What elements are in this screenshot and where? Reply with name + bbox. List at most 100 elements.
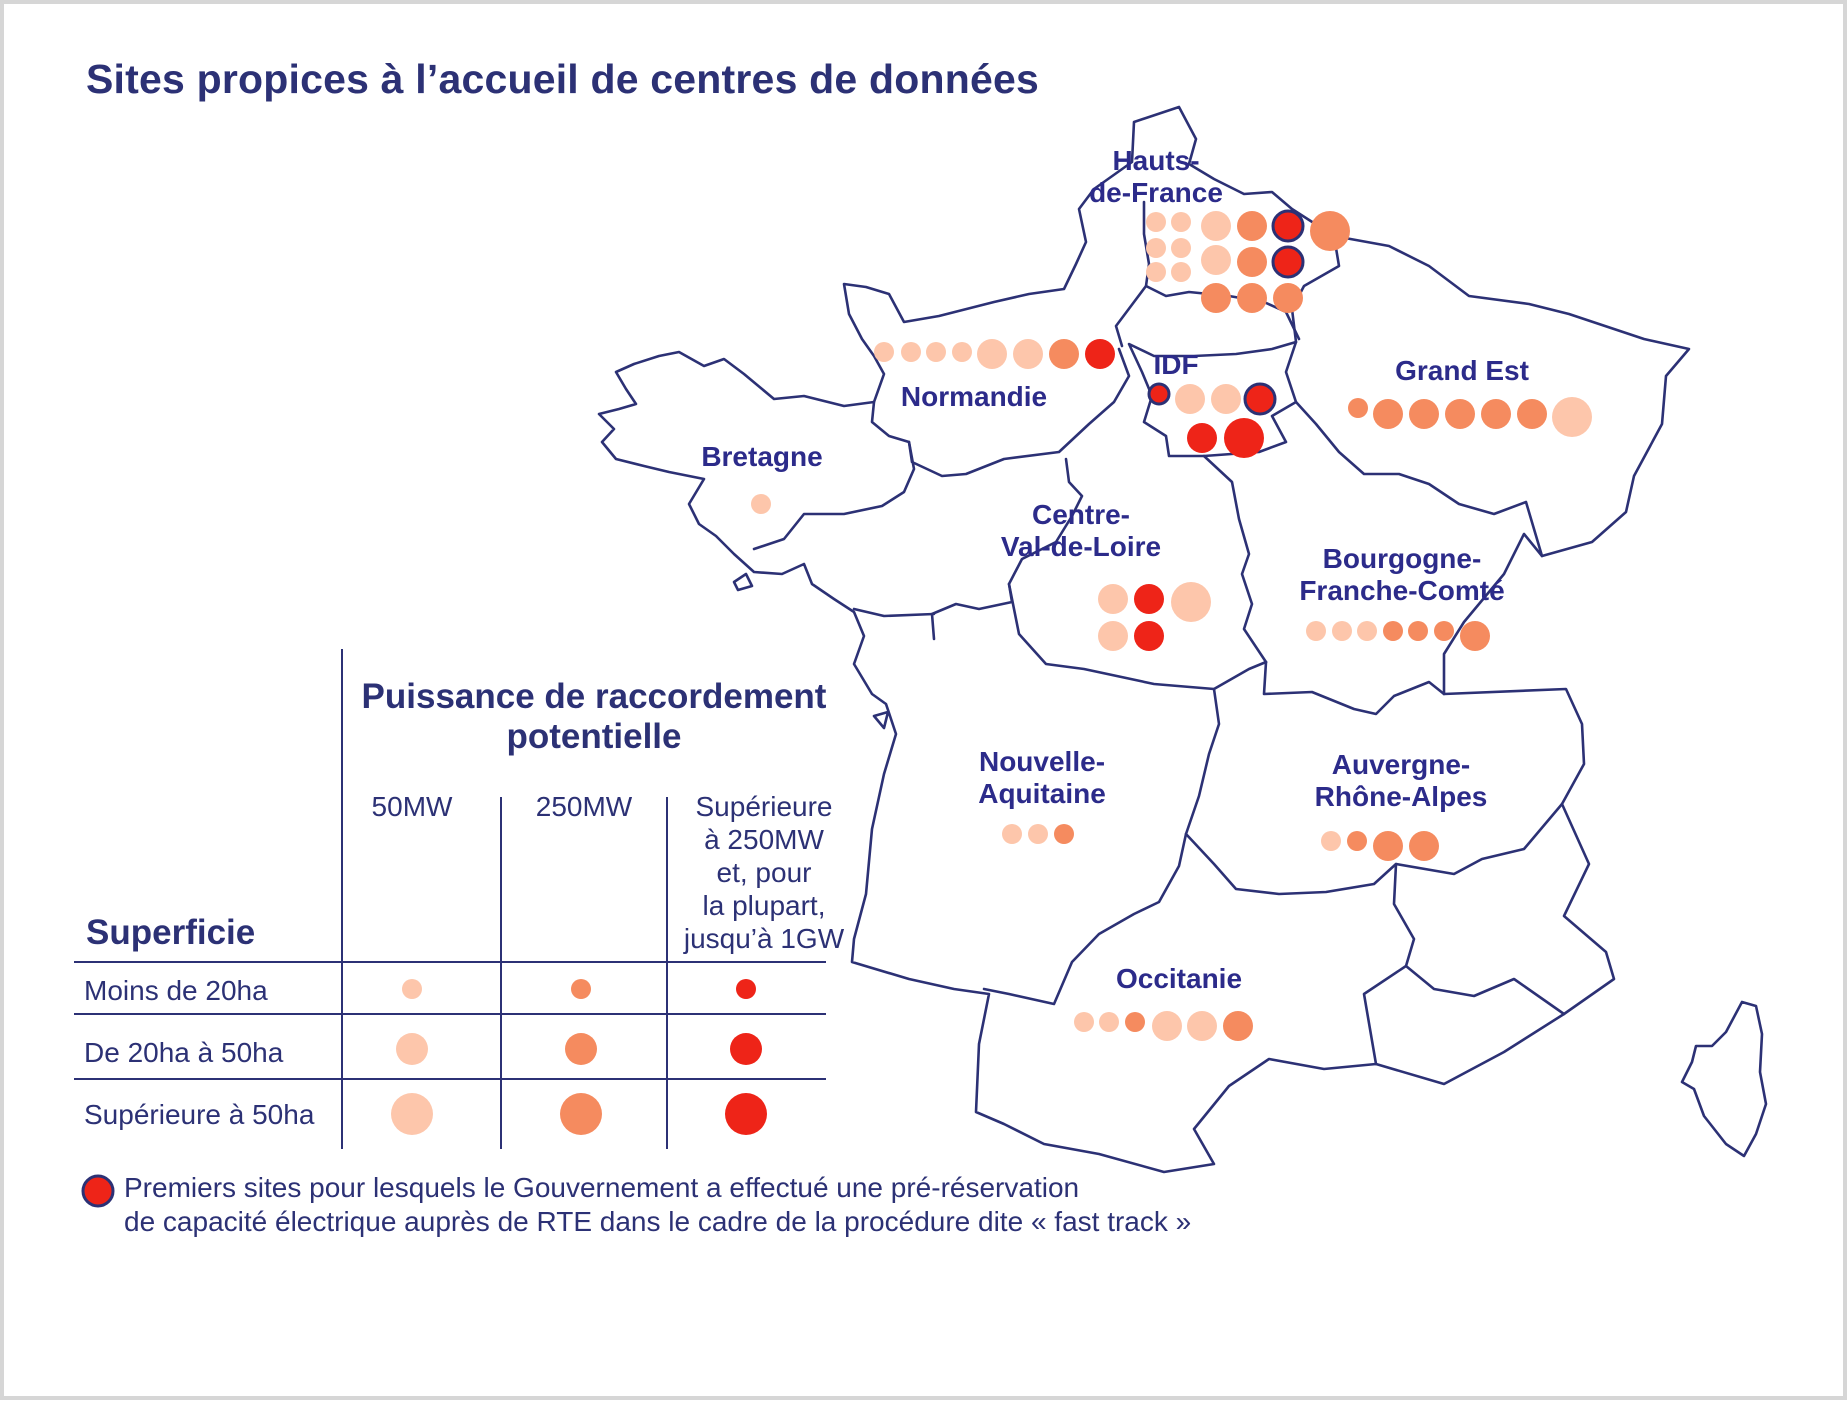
border-pdl-centre: [930, 457, 1084, 641]
site-marker: [1002, 824, 1022, 844]
site-marker: [901, 342, 921, 362]
site-marker: [1152, 1011, 1182, 1041]
site-marker: [977, 339, 1007, 369]
france-outline: [597, 105, 1691, 1174]
site-marker: [1171, 238, 1191, 258]
legend-area-row-label: De 20ha à 50ha: [84, 1037, 284, 1068]
legend-swatch: [560, 1093, 602, 1135]
site-marker: [1201, 245, 1231, 275]
region-label-hauts-de-france: de-France: [1089, 177, 1223, 208]
site-marker: [1134, 621, 1164, 651]
site-marker: [1074, 1012, 1094, 1032]
fast-track-site-marker: [1271, 209, 1305, 243]
border-hdf-normandie: [1114, 200, 1151, 348]
fast-track-site-marker: [1147, 382, 1171, 406]
fast-track-site-marker: [1271, 245, 1305, 279]
site-marker: [1460, 621, 1490, 651]
legend-swatch: [736, 979, 756, 999]
site-marker: [1085, 339, 1115, 369]
island-outline: [732, 572, 754, 592]
site-marker: [1013, 339, 1043, 369]
legend-power-column-label: Supérieure: [696, 791, 833, 822]
legend-swatch: [571, 979, 591, 999]
region-label-idf: IDF: [1153, 349, 1198, 380]
legend-power-column-label: 250MW: [536, 791, 633, 822]
border-hdf-grandest: [1290, 234, 1341, 344]
legend-power-heading-line: potentielle: [506, 717, 681, 756]
fast-track-note-line: Premiers sites pour lesquels le Gouverne…: [124, 1172, 1080, 1203]
site-marker: [1125, 1012, 1145, 1032]
site-marker: [1171, 212, 1191, 232]
site-marker: [1146, 262, 1166, 282]
region-label-normandie: Normandie: [901, 381, 1047, 412]
legend-table: Puissance de raccordement potentielle 50M…: [74, 649, 845, 1208]
region-label-hauts-de-france: Hauts-: [1112, 145, 1199, 176]
site-marker: [1028, 824, 1048, 844]
corsica-outline: [1680, 1000, 1768, 1158]
legend-power-column-label: la plupart,: [703, 890, 826, 921]
site-marker: [751, 494, 771, 514]
site-marker: [1373, 831, 1403, 861]
site-marker: [1552, 397, 1592, 437]
legend-power-column-label: jusqu’à 1GW: [683, 923, 845, 954]
site-marker: [1373, 399, 1403, 429]
border-centre-east: [1202, 454, 1268, 664]
site-marker: [1187, 1011, 1217, 1041]
site-marker: [1211, 384, 1241, 414]
site-marker: [1306, 621, 1326, 641]
region-label-grand-est: Grand Est: [1395, 355, 1529, 386]
site-marker: [1134, 584, 1164, 614]
site-marker: [1409, 399, 1439, 429]
site-marker: [1434, 621, 1454, 641]
site-marker: [1383, 621, 1403, 641]
site-marker: [1054, 824, 1074, 844]
site-marker: [1445, 399, 1475, 429]
site-marker: [952, 342, 972, 362]
legend-power-column-label: 50MW: [372, 791, 453, 822]
legend-power-column-label: à 250MW: [704, 824, 824, 855]
legend-area-row-label: Moins de 20ha: [84, 975, 268, 1006]
region-label-occitanie: Occitanie: [1116, 963, 1242, 994]
island-outline: [872, 710, 890, 730]
site-marker: [1098, 621, 1128, 651]
site-marker: [1099, 1012, 1119, 1032]
site-marker: [1049, 339, 1079, 369]
site-marker: [1332, 621, 1352, 641]
border-normandie-bretagne: [870, 347, 1131, 478]
legend-swatch: [391, 1093, 433, 1135]
legend-area-heading: Superficie: [86, 913, 255, 952]
region-label-centre-val-de-loire: Centre-: [1032, 499, 1130, 530]
site-marker: [1187, 423, 1217, 453]
fast-track-note-line: de capacité électrique auprès de RTE dan…: [124, 1206, 1192, 1237]
site-marker: [1237, 283, 1267, 313]
site-marker: [1237, 211, 1267, 241]
border-centre-south: [1007, 582, 1268, 691]
region-label-nouvelle-aquitaine: Aquitaine: [978, 778, 1106, 809]
site-marker: [1098, 584, 1128, 614]
region-label-centre-val-de-loire: Val-de-Loire: [1001, 531, 1161, 562]
site-marker: [1310, 211, 1350, 251]
fast-track-legend-marker: [81, 1174, 115, 1208]
border-bretagne-pdl: [752, 440, 916, 551]
border-grandest-bfc: [1294, 400, 1544, 558]
site-marker: [1357, 621, 1377, 641]
site-marker: [1408, 621, 1428, 641]
site-marker: [1321, 831, 1341, 851]
site-marker: [1201, 283, 1231, 313]
legend-swatch: [730, 1033, 762, 1065]
border-ara-occitanie: [1184, 802, 1564, 896]
site-marker: [1517, 399, 1547, 429]
fast-track-site-marker: [1243, 382, 1277, 416]
border-pdl-aquitaine: [852, 607, 936, 618]
site-marker: [1171, 262, 1191, 282]
site-marker: [926, 342, 946, 362]
site-marker: [1348, 398, 1368, 418]
site-marker: [1223, 1011, 1253, 1041]
border-aquitaine-east: [982, 687, 1221, 1006]
fast-track-note: Premiers sites pour lesquels le Gouverne…: [124, 1171, 1191, 1239]
region-label-bourgogne-franche-comte: Bourgogne-: [1323, 543, 1482, 574]
legend-power-heading-line: Puissance de raccordement: [362, 677, 827, 716]
site-marker: [1273, 283, 1303, 313]
border-ara-paca: [1362, 862, 1416, 1066]
